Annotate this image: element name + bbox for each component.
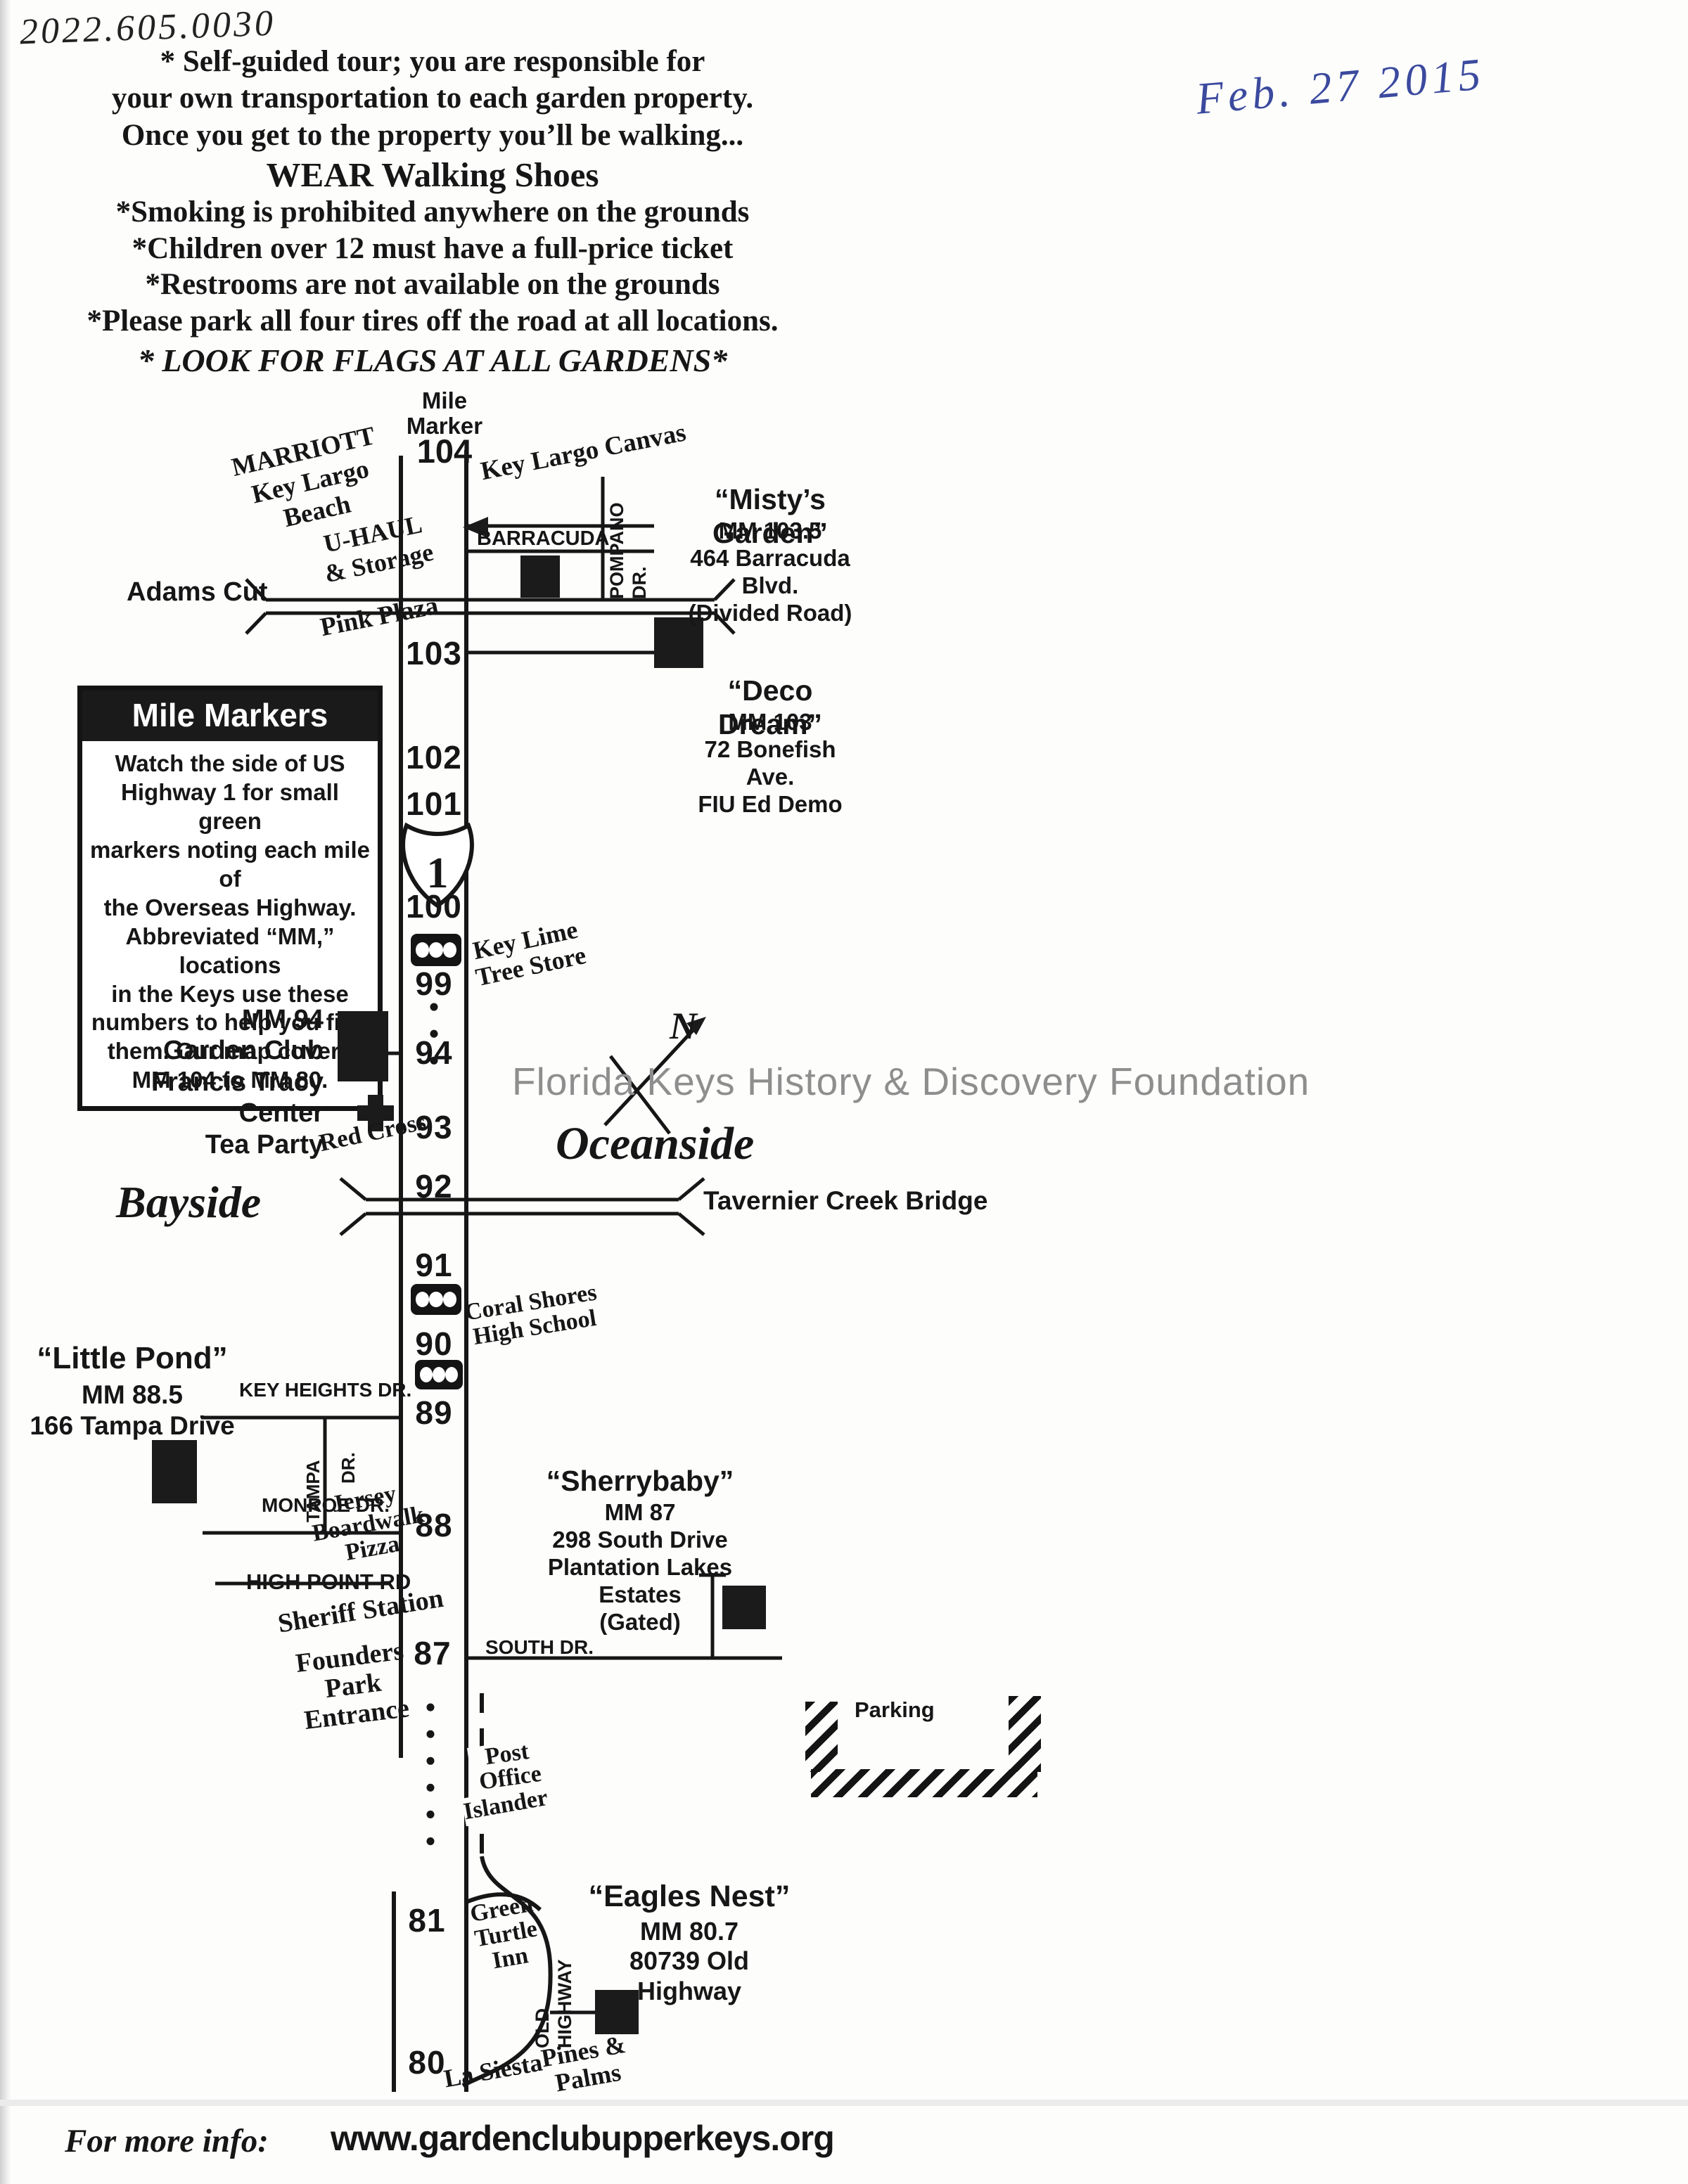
south-dr-label: SOUTH DR. bbox=[485, 1636, 594, 1658]
scan-artifact-band bbox=[0, 2100, 1688, 2106]
little-pond-building bbox=[152, 1440, 197, 1503]
founders-park-label: Founders Park Entrance bbox=[294, 1636, 411, 1736]
mile-number-94: 94 bbox=[415, 1034, 453, 1071]
footer-url: www.gardenclubupperkeys.org bbox=[331, 2119, 835, 2158]
mistys-garden-name: “Misty’s Garden” bbox=[712, 483, 829, 550]
tavernier-bridge-label: Tavernier Creek Bridge bbox=[703, 1186, 988, 1215]
barracuda-label: BARRACUDA bbox=[477, 527, 610, 550]
key-heights-dr-label: KEY HEIGHTS DR. bbox=[239, 1379, 412, 1401]
adams-cut-label: Adams Cut bbox=[127, 577, 268, 607]
mile-number-102: 102 bbox=[406, 739, 462, 776]
mile-markers-legend-body: Watch the side of US Highway 1 for small… bbox=[90, 750, 370, 1093]
mile-number-93: 93 bbox=[415, 1109, 453, 1145]
wear-shoes-text: WEAR Walking Shoes bbox=[266, 155, 599, 194]
watermark-text: Florida Keys History & Discovery Foundat… bbox=[512, 1060, 1310, 1103]
high-point-rd-label: HIGH POINT RD bbox=[246, 1569, 411, 1594]
mid-map-features: 1 bbox=[339, 822, 706, 1236]
mile-number-87: 87 bbox=[414, 1635, 452, 1671]
eagles-nest-details: MM 80.7 80739 Old Highway bbox=[629, 1917, 750, 2005]
barracuda-arrow bbox=[463, 517, 488, 538]
oceanside-label: Oceanside bbox=[556, 1118, 755, 1169]
mile-number-88: 88 bbox=[415, 1507, 453, 1543]
compass-arrowhead bbox=[686, 1017, 706, 1035]
building-markers bbox=[152, 555, 766, 2034]
deco-dream-details: MM 103 72 Bonefish Ave. FIU Ed Demo bbox=[698, 709, 843, 817]
parking-label: Parking bbox=[855, 1697, 935, 1722]
mile-number-101: 101 bbox=[406, 785, 462, 822]
scan-edge-shadow bbox=[0, 0, 11, 2184]
tour-rules-text: *Smoking is prohibited anywhere on the g… bbox=[87, 195, 779, 338]
us1-shield-number: 1 bbox=[427, 849, 449, 897]
eagles-nest-building bbox=[595, 1990, 639, 2034]
tavernier-bridge-flares bbox=[339, 1177, 705, 1236]
mile-number-90: 90 bbox=[415, 1325, 453, 1362]
red-cross-icon-vertical bbox=[368, 1095, 383, 1131]
look-for-flags-text: * LOOK FOR FLAGS AT ALL GARDENS* bbox=[137, 342, 728, 378]
parking-hatch-right bbox=[1009, 1696, 1041, 1772]
parking-hatch-left bbox=[805, 1702, 838, 1772]
mile-number-92: 92 bbox=[415, 1168, 453, 1205]
top-side-roads bbox=[245, 477, 736, 655]
garden-club-building bbox=[338, 1011, 388, 1081]
garden-club-details: MM 94 Garden Club Francis Tracy Center T… bbox=[151, 1005, 324, 1160]
old-highway-loop bbox=[461, 1856, 553, 2088]
mile-number-91: 91 bbox=[415, 1247, 453, 1283]
deco-dream-building bbox=[654, 617, 703, 668]
mile-number-103: 103 bbox=[406, 635, 462, 672]
mile-number-89: 89 bbox=[415, 1394, 453, 1431]
eagles-nest-name: “Eagles Nest” bbox=[588, 1880, 791, 1913]
footer-prefix: For more info: bbox=[65, 2123, 269, 2159]
old-highway-loop-connector bbox=[465, 1892, 542, 1912]
traffic-light-icon-mm90 bbox=[415, 1360, 463, 1389]
mile-number-104: 104 bbox=[416, 432, 473, 470]
mistys-garden-building bbox=[520, 555, 560, 598]
sherrybaby-building bbox=[722, 1586, 766, 1629]
adams-cut-flares bbox=[245, 578, 736, 635]
us1-shield-icon bbox=[401, 822, 474, 908]
tavernier-bridge-lines bbox=[366, 1197, 679, 1216]
mile-number-99: 99 bbox=[415, 965, 453, 1002]
lower-side-roads bbox=[201, 1415, 782, 2088]
mile-marker-heading: Mile Marker bbox=[406, 387, 483, 439]
tour-intro-text: * Self-guided tour; you are responsible … bbox=[111, 45, 754, 152]
little-pond-name: “Little Pond” bbox=[37, 1341, 228, 1375]
old-highway-label: OLD HIGHWAY bbox=[532, 1959, 575, 2048]
sherrybaby-details: MM 87 298 South Drive Plantation Lakes E… bbox=[547, 1499, 733, 1635]
mile-markers-legend-title: Mile Markers bbox=[82, 690, 378, 742]
pompano-dr-label: POMPANO DR. bbox=[606, 502, 650, 599]
mile-number-100: 100 bbox=[406, 888, 462, 925]
tampa-dr-suffix-label: DR. bbox=[338, 1452, 359, 1484]
traffic-light-icon-mm100 bbox=[411, 934, 461, 966]
parking-hatch-bottom bbox=[811, 1769, 1037, 1797]
little-pond-details: MM 88.5 166 Tampa Drive bbox=[30, 1380, 235, 1440]
sherrybaby-name: “Sherrybaby” bbox=[546, 1465, 734, 1497]
bayside-label: Bayside bbox=[116, 1177, 262, 1227]
parking-area: Parking bbox=[805, 1692, 1041, 1797]
compass-cross-lines bbox=[603, 1024, 699, 1135]
compass-n-label: N bbox=[670, 1005, 697, 1047]
sherrybaby-gate-road bbox=[699, 1573, 726, 1658]
mile-number-81: 81 bbox=[408, 1902, 446, 1939]
deco-dream-name: “Deco Dream” bbox=[717, 674, 823, 741]
traffic-light-icon-mm91 bbox=[411, 1284, 461, 1315]
mile-number-80: 80 bbox=[408, 2044, 446, 2081]
mistys-garden-details: MM 103.5 464 Barracuda Blvd. (Divided Ro… bbox=[688, 518, 852, 626]
monroe-dr-label: MONROE DR. bbox=[262, 1494, 390, 1516]
mile-markers-legend-box: Mile Markers Watch the side of US Highwa… bbox=[77, 686, 383, 1112]
